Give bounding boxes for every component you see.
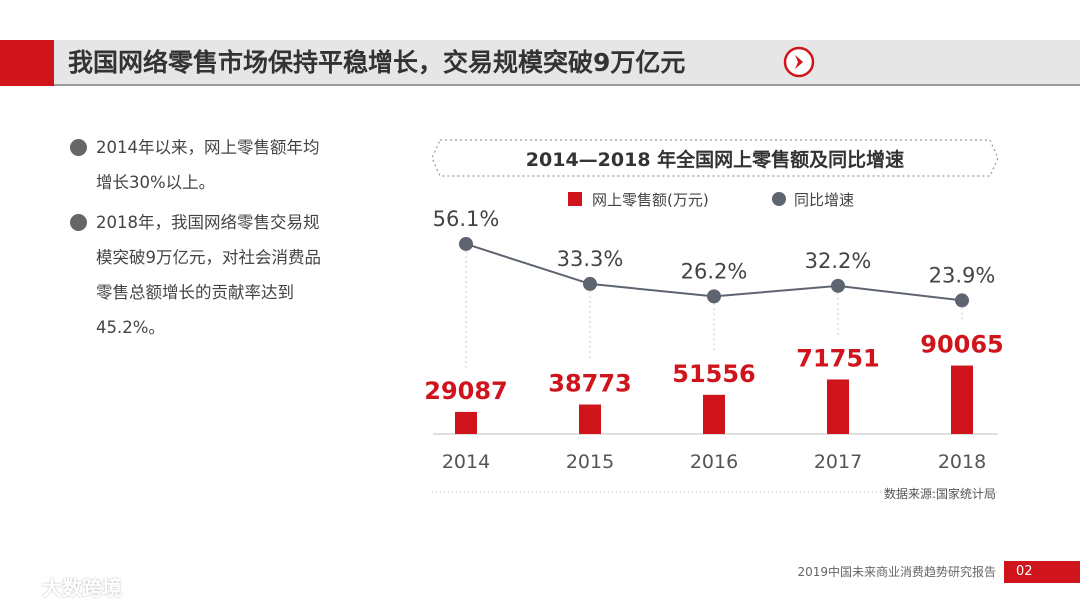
bullet-item: 2014年以来，网上零售额年均增长30%以上。 [70,130,330,200]
growth-point [707,289,721,304]
x-tick-label: 2018 [938,451,986,473]
bar-value-label: 90065 [920,331,1004,359]
chart-title: 2014—2018 年全国网上零售额及同比增速 [526,148,904,171]
page-title: 我国网络零售市场保持平稳增长，交易规模突破9万亿元 [68,48,686,77]
x-tick-label: 2015 [566,451,614,473]
bar [579,404,601,434]
title-accent-block [0,40,54,86]
bar [827,379,849,434]
growth-point [955,293,969,308]
growth-point [831,278,845,293]
arrow-right-icon[interactable] [783,46,815,78]
legend-line-label: 同比增速 [794,191,854,209]
growth-value-label: 26.2% [681,259,748,283]
bar-value-label: 71751 [796,344,880,372]
growth-value-label: 23.9% [929,263,996,287]
bullet-item: 2018年，我国网络零售交易规模突破9万亿元，对社会消费品零售总额增长的贡献率达… [70,205,330,345]
page-number-tab [1004,561,1080,583]
page-number: 02 [1016,564,1033,579]
bullet-text: 2018年，我国网络零售交易规模突破9万亿元，对社会消费品零售总额增长的贡献率达… [96,213,321,337]
x-tick-label: 2017 [814,451,862,473]
bar-value-label: 38773 [548,370,632,398]
chart-source: 数据来源:国家统计局 [884,486,996,501]
growth-value-label: 33.3% [557,247,624,271]
growth-point [583,276,597,291]
bullet-text: 2014年以来，网上零售额年均增长30%以上。 [96,138,320,192]
x-tick-label: 2016 [690,451,738,473]
growth-value-label: 32.2% [805,249,872,273]
watermark-logo-icon [14,576,40,592]
title-bar [0,40,1080,86]
bar [703,394,725,434]
growth-value-label: 56.1% [433,207,500,231]
chart-legend: 网上零售额(万元) 同比增速 [568,191,854,209]
legend-bar-swatch [568,192,582,206]
x-tick-label: 2014 [442,451,490,473]
bar [951,365,973,434]
growth-point [459,236,473,251]
title-underline [54,84,1080,86]
bullet-dot-icon [70,214,87,231]
watermark-text: 大数跨境 [42,576,122,600]
bullet-dot-icon [70,139,87,156]
chart-title-frame [431,139,999,177]
legend-bar-label: 网上零售额(万元) [592,191,709,209]
bar-value-label: 29087 [424,377,508,405]
bar [455,411,477,434]
report-title: 2019中国未来商业消费趋势研究报告 [797,565,996,579]
bar-value-label: 51556 [672,360,756,388]
legend-line-swatch [772,192,786,206]
